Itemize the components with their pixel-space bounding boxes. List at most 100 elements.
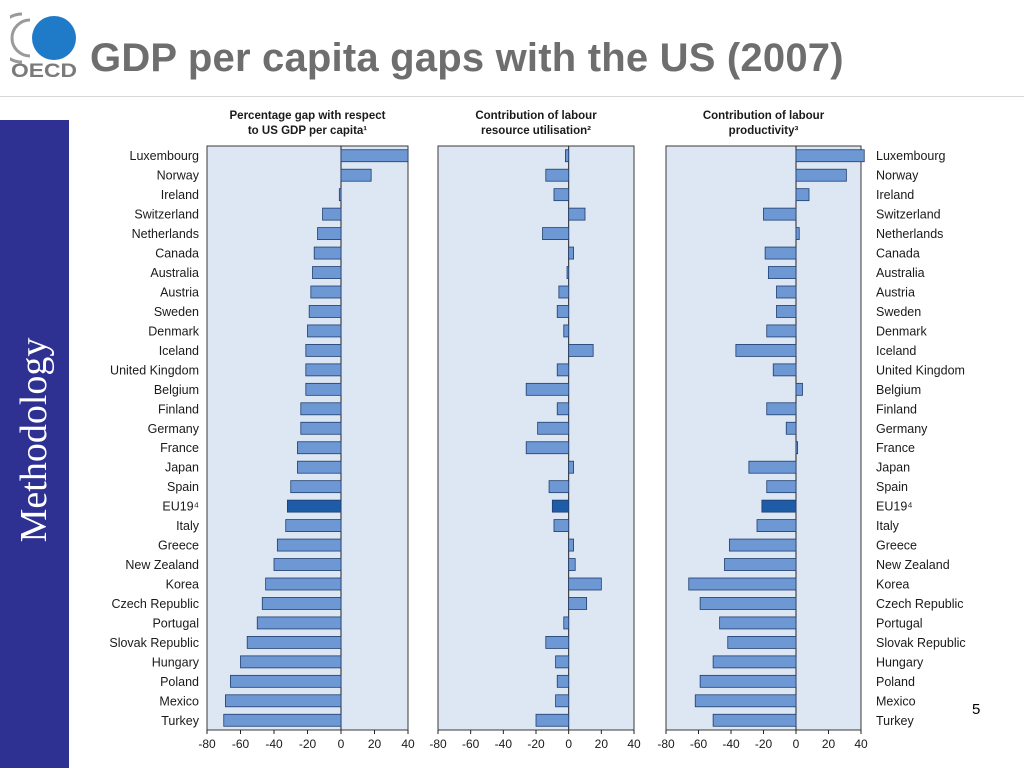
bar-2-2 <box>545 168 570 182</box>
country-label-left-2: Norway <box>157 169 200 183</box>
bar-1-3 <box>338 188 342 202</box>
country-label-left-10: Denmark <box>148 324 199 338</box>
bar-2-18 <box>548 480 570 494</box>
bar-2-6 <box>568 246 574 260</box>
bar-2-3 <box>553 188 570 202</box>
country-label-left-26: Slovak Republic <box>109 636 199 650</box>
panel-3-tick-label-3: -40 <box>722 737 740 751</box>
bar-3-2 <box>795 168 847 182</box>
bar-1-4 <box>322 207 342 221</box>
bar-2-29 <box>555 694 570 708</box>
country-label-right-30: Turkey <box>876 714 914 728</box>
country-label-right-3: Ireland <box>876 188 914 202</box>
country-label-left-1: Luxembourg <box>130 149 200 163</box>
country-label-right-29: Mexico <box>876 694 916 708</box>
bar-2-9 <box>556 305 570 318</box>
country-label-right-21: Greece <box>876 539 917 553</box>
bar-1-18 <box>290 480 342 494</box>
bar-3-6 <box>764 246 797 260</box>
country-label-right-22: New Zealand <box>876 558 950 572</box>
country-label-right-14: Finland <box>876 402 917 416</box>
bar-3-13 <box>795 382 803 396</box>
bar-1-9 <box>308 305 342 318</box>
country-label-left-3: Ireland <box>161 188 199 202</box>
bar-1-15 <box>300 421 342 435</box>
panel-2-title-line1: Contribution of labour <box>475 110 597 122</box>
country-label-right-10: Denmark <box>876 324 927 338</box>
country-label-right-1: Luxembourg <box>876 149 946 163</box>
bar-3-18 <box>766 480 797 494</box>
bar-1-22 <box>273 558 342 571</box>
country-label-right-26: Slovak Republic <box>876 636 966 650</box>
country-label-left-23: Korea <box>166 578 199 592</box>
bar-2-16 <box>525 441 570 455</box>
bar-2-21 <box>568 538 574 552</box>
bar-3-20 <box>756 519 797 532</box>
country-label-right-9: Sweden <box>876 305 921 319</box>
bar-2-27 <box>555 655 570 669</box>
panel-2-tick-label-6: 20 <box>595 737 609 751</box>
country-label-right-24: Czech Republic <box>876 597 964 611</box>
bar-3-1 <box>795 149 865 163</box>
bar-1-5 <box>317 227 342 241</box>
country-label-left-17: Japan <box>165 461 199 475</box>
bar-2-14 <box>556 402 570 416</box>
bar-1-13 <box>305 382 342 396</box>
panel-1-tick-label-7: 40 <box>401 737 415 751</box>
bar-2-15 <box>537 421 570 435</box>
country-label-right-16: France <box>876 441 915 455</box>
bar-3-27 <box>712 655 797 669</box>
country-label-right-17: Japan <box>876 461 910 475</box>
bar-3-9 <box>776 305 797 318</box>
panel-2-tick-label-5: 0 <box>565 737 572 751</box>
logo-arc-inner <box>10 18 31 58</box>
logo-text: OECD <box>11 61 77 80</box>
bar-3-26 <box>727 636 797 649</box>
panel-2-tick-label-2: -60 <box>462 737 480 751</box>
bar-3-3 <box>795 188 810 202</box>
country-label-left-7: Australia <box>150 266 199 280</box>
country-label-right-13: Belgium <box>876 383 921 397</box>
country-label-right-5: Netherlands <box>876 227 943 241</box>
bar-1-8 <box>310 285 342 299</box>
bar-1-23 <box>265 577 342 591</box>
country-label-right-19: EU19⁴ <box>876 500 913 514</box>
oecd-logo: OECD <box>10 12 77 80</box>
bar-3-14 <box>766 402 797 416</box>
bar-1-28 <box>230 674 342 688</box>
panel-3-title-line2: productivity³ <box>729 125 799 137</box>
country-label-right-6: Canada <box>876 247 920 261</box>
country-label-right-28: Poland <box>876 675 915 689</box>
country-label-left-18: Spain <box>167 480 199 494</box>
bar-2-11 <box>568 343 594 357</box>
logo-arc-outer <box>10 12 23 64</box>
bar-2-13 <box>525 382 570 396</box>
bar-3-12 <box>772 363 797 377</box>
panel-3-tick-label-2: -60 <box>690 737 708 751</box>
bar-3-5 <box>795 227 800 241</box>
country-label-left-19: EU19⁴ <box>162 500 199 514</box>
side-band <box>0 120 69 768</box>
panel-3-tick-label-5: 0 <box>793 737 800 751</box>
country-label-left-8: Austria <box>160 286 199 300</box>
bar-3-29 <box>694 694 797 708</box>
country-label-left-9: Sweden <box>154 305 199 319</box>
bar-1-11 <box>305 343 342 357</box>
bar-2-30 <box>535 713 570 727</box>
bar-3-23 <box>688 577 797 591</box>
bar-1-26 <box>246 636 342 649</box>
bar-2-22 <box>568 558 576 571</box>
panel-1-tick-label-4: -20 <box>299 737 317 751</box>
slide-title: GDP per capita gaps with the US (2007) <box>90 36 844 80</box>
bar-1-27 <box>240 655 342 669</box>
bar-2-19 <box>551 499 570 513</box>
panel-1-tick-label-1: -80 <box>198 737 216 751</box>
country-label-left-20: Italy <box>176 519 200 533</box>
panel-2-tick-label-7: 40 <box>627 737 641 751</box>
panel-3-title-line1: Contribution of labour <box>703 110 825 122</box>
bar-3-8 <box>776 285 797 299</box>
page-number: 5 <box>972 701 981 718</box>
bar-2-28 <box>556 674 570 688</box>
bar-1-1 <box>340 149 409 163</box>
country-label-left-21: Greece <box>158 539 199 553</box>
